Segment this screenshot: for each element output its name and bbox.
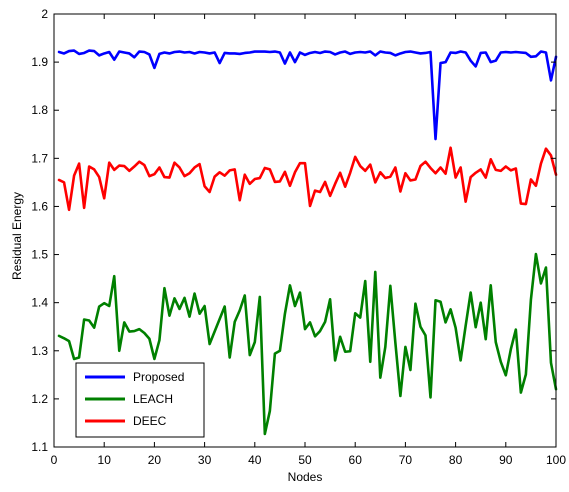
- legend-label-deec: DEEC: [133, 414, 167, 428]
- x-tick-label: 30: [198, 453, 212, 467]
- y-tick-label: 1.7: [31, 151, 48, 165]
- x-tick-label: 90: [499, 453, 513, 467]
- y-tick-label: 1.5: [31, 248, 48, 262]
- y-tick-label: 1.6: [31, 199, 48, 213]
- y-tick-label: 1.2: [31, 392, 48, 406]
- series-line-deec: [57, 146, 558, 212]
- legend-label-proposed: Proposed: [133, 370, 184, 384]
- series-line-leach: [57, 252, 558, 436]
- x-tick-label: 0: [51, 453, 58, 467]
- legend: Proposed LEACH DEEC: [75, 362, 205, 438]
- x-tick-label: 70: [399, 453, 413, 467]
- y-tick-label: 1.3: [31, 344, 48, 358]
- x-tick-label: 20: [148, 453, 162, 467]
- x-axis-label: Nodes: [288, 470, 323, 484]
- plot-area: 0 10 20 30 40 50 60 70 80 90 100 1.1 1.2 1.3 1.4 1.5 1.6…: [31, 7, 566, 467]
- x-tick-label: 80: [449, 453, 463, 467]
- y-tick-label: 1.4: [31, 296, 48, 310]
- y-tick-label: 1.8: [31, 103, 48, 117]
- legend-label-leach: LEACH: [133, 392, 173, 406]
- y-tick-label: 1.1: [31, 440, 48, 454]
- y-tick-label: 2: [41, 7, 48, 21]
- x-tick-label: 100: [546, 453, 566, 467]
- y-tick-label: 1.9: [31, 55, 48, 69]
- x-tick-label: 10: [98, 453, 112, 467]
- y-axis-label: Residual Energy: [10, 192, 24, 280]
- x-tick-label: 60: [349, 453, 363, 467]
- x-tick-label: 40: [248, 453, 262, 467]
- series-line-proposed: [57, 49, 558, 141]
- x-tick-label: 50: [298, 453, 312, 467]
